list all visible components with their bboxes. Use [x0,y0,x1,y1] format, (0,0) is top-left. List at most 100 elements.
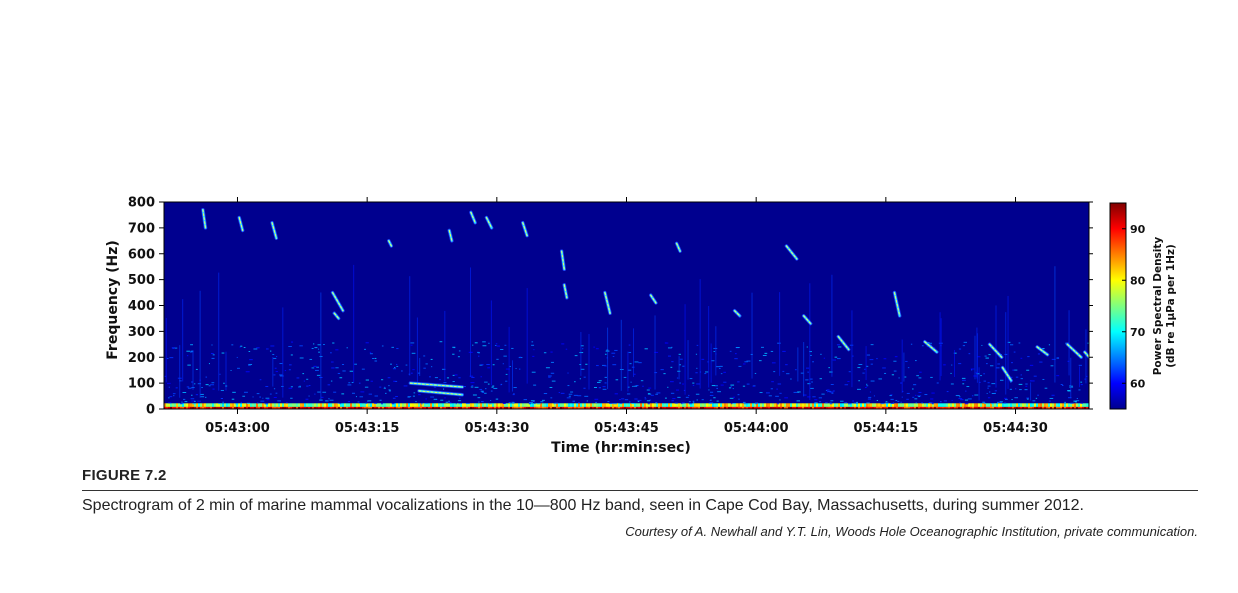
spectrogram-noise-cell [990,406,992,409]
spectrogram-noise-cell [928,402,932,404]
spectrogram-noise-cell [416,406,418,409]
spectrogram-noise-cell [1009,344,1014,346]
spectrogram-noise-cell [782,350,786,352]
spectrogram-noise-cell [1076,403,1078,407]
spectrogram-noise-cell [1056,403,1058,407]
spectrogram-noise-cell [637,400,640,402]
spectrogram-noise-cell [500,403,502,407]
spectrogram-noise-cell [956,406,958,409]
spectrogram-noise-cell [434,406,436,409]
spectrogram-noise-cell [270,403,272,407]
spectrogram-noise-cell [609,402,613,404]
spectrogram-noise-cell [662,406,664,409]
spectrogram-noise-cell [482,403,484,407]
spectrogram-noise-cell [340,403,342,407]
spectrogram-noise-cell [991,383,996,385]
spectrogram-noise-cell [742,385,746,387]
spectrogram-noise-cell [968,406,970,409]
y-tick-label: 700 [128,221,155,236]
spectrogram-noise-cell [728,387,732,389]
spectrogram-noise-cell [484,403,486,407]
spectrogram-noise-cell [1078,389,1081,391]
spectrogram-noise-cell [636,403,638,407]
y-tick-label: 0 [146,403,155,418]
spectrogram-noise-cell [356,403,358,407]
spectrogram-noise-cell [454,406,456,409]
spectrogram-noise-cell [976,403,978,407]
spectrogram-noise-cell [303,380,305,382]
spectrogram-noise-cell [710,399,712,401]
spectrogram-noise-cell [512,394,515,396]
spectrogram-noise-cell [782,403,784,407]
spectrogram-noise-cell [724,406,726,409]
spectrogram-noise-cell [192,406,194,409]
spectrogram-noise-cell [564,406,566,409]
spectrogram-noise-cell [288,406,290,409]
spectrogram-noise-cell [842,406,844,409]
spectrogram-noise-cell [181,402,185,404]
spectrogram-noise-cell [528,406,530,409]
spectrogram-noise-cell [370,406,372,409]
spectrogram-noise-cell [412,369,415,371]
spectrogram-noise-cell [977,356,981,358]
spectrogram-noise-cell [919,371,922,373]
spectrogram-noise-cell [808,403,810,407]
spectrogram-noise-cell [346,347,348,349]
spectrogram-noise-cell [1058,406,1060,409]
spectrogram-noise-cell [876,358,878,360]
spectrogram-noise-cell [701,358,705,360]
spectrogram-noise-cell [488,403,492,405]
spectrogram-noise-cell [200,396,205,398]
spectrogram-noise-cell [821,393,825,395]
spectrogram-noise-cell [829,402,832,404]
spectrogram-noise-cell [514,403,516,407]
spectrogram-noise-cell [546,403,548,407]
spectrogram-noise-cell [836,344,840,346]
spectrogram-noise-cell [646,400,650,402]
spectrogram-noise-cell [584,395,589,397]
spectrogram-noise-cell [482,406,484,409]
spectrogram-noise-cell [252,403,254,407]
spectrogram-noise-cell [702,403,704,407]
spectrogram-noise-cell [186,406,188,409]
spectrogram-noise-cell [362,406,364,409]
spectrogram-noise-cell [337,372,341,374]
spectrogram-noise-cell [273,374,276,376]
spectrogram-noise-cell [920,406,922,409]
spectrogram-noise-cell [584,406,586,409]
spectrogram-noise-cell [356,406,358,409]
spectrogram-noise-cell [532,403,534,407]
spectrogram-noise-cell [940,406,942,409]
spectrogram-noise-cell [804,403,806,407]
spectrogram-noise-cell [768,403,770,407]
spectrogram-noise-cell [300,406,302,409]
spectrogram-noise-cell [202,403,204,407]
spectrogram-noise-cell [830,406,832,409]
spectrogram-noise-cell [191,400,196,402]
spectrogram-noise-cell [1039,361,1043,363]
spectrogram-noise-cell [477,397,481,399]
spectrogram-noise-cell [496,358,499,360]
spectrogram-noise-cell [619,369,624,371]
spectrogram-noise-cell [610,403,612,407]
spectrogram-noise-cell [900,406,902,409]
spectrogram-noise-cell [912,406,914,409]
spectrogram-noise-cell [434,403,436,407]
spectrogram-noise-cell [692,384,695,386]
spectrogram-noise-cell [190,350,193,352]
spectrogram-noise-cell [926,406,928,409]
spectrogram-noise-cell [264,403,266,407]
spectrogram-noise-cell [273,396,277,398]
spectrogram-noise-cell [717,391,721,393]
spectrogram-noise-cell [280,406,282,409]
spectrogram-noise-cell [750,403,752,407]
spectrogram-noise-cell [1014,403,1016,407]
spectrogram-noise-cell [276,356,278,358]
spectrogram-noise-cell [509,365,511,367]
spectrogram-noise-cell [347,384,352,386]
spectrogram-noise-cell [578,403,580,407]
spectrogram-noise-cell [488,403,490,407]
spectrogram-noise-cell [220,406,222,409]
spectrogram-noise-cell [672,403,674,407]
